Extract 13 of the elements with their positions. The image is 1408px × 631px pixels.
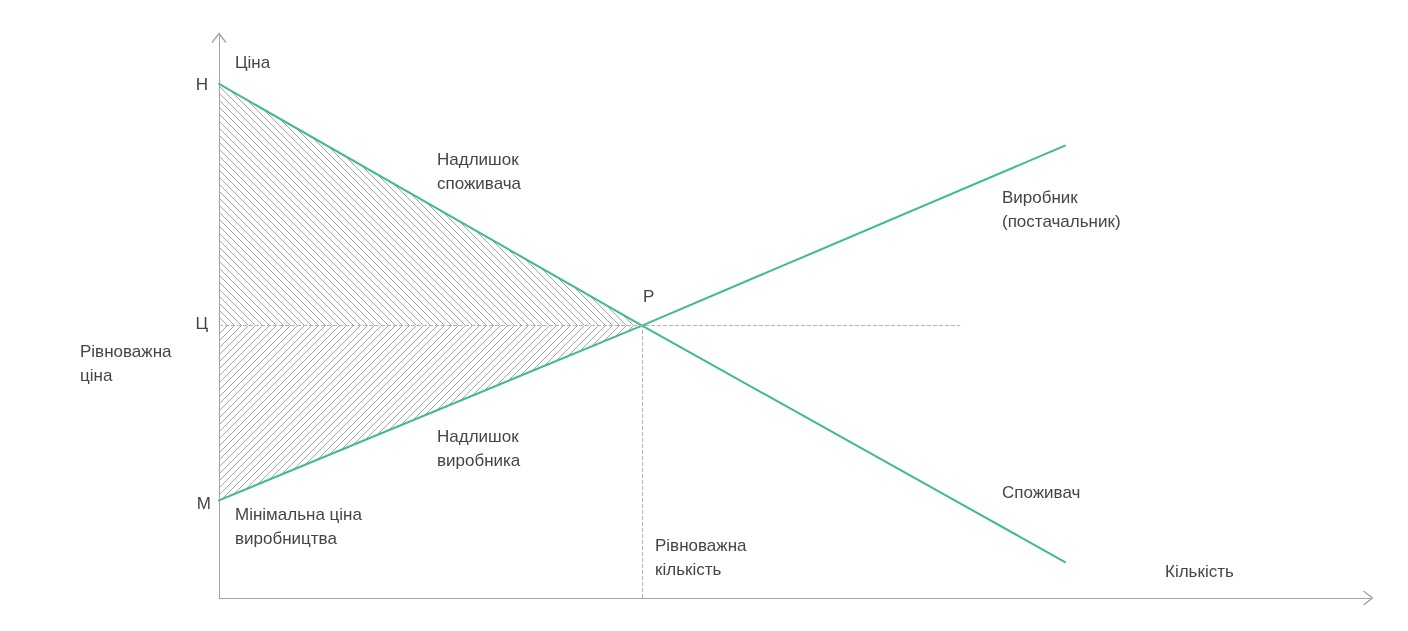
- x-axis-title: Кількість: [1165, 561, 1234, 581]
- y-axis-title: Ціна: [235, 52, 271, 72]
- series-label: Споживач: [1001, 482, 1081, 502]
- ref-line-label: Рівноважна ціна: [80, 342, 173, 386]
- text: Н: [195, 74, 208, 94]
- text: Ц: [195, 313, 209, 333]
- annotation: Рівноважна кількість: [655, 535, 748, 579]
- annotation: Надлишок виробника: [437, 426, 521, 470]
- text: М: [196, 493, 211, 513]
- series-label: Виробник (постачальник): [1001, 188, 1121, 232]
- annotation: Надлишок споживача: [437, 149, 522, 193]
- annotation: Р: [643, 287, 655, 307]
- annotation: Мінімальна ціна виробництва: [235, 504, 363, 548]
